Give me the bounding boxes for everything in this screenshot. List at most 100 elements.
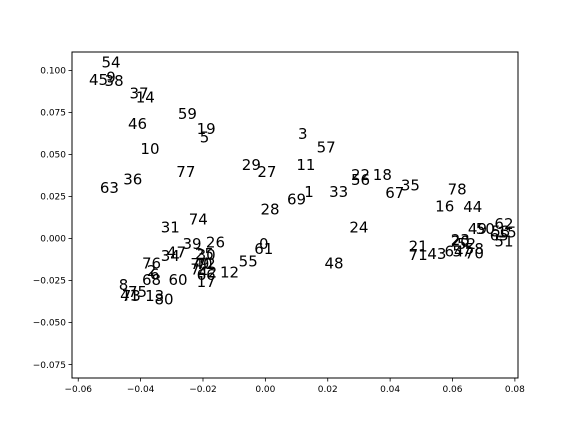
point-label: 36 — [123, 170, 142, 188]
point-label: 77 — [176, 163, 195, 181]
point-label: 0 — [259, 235, 269, 253]
x-tick-label: 0.00 — [255, 385, 275, 395]
point-label: 72 — [197, 255, 216, 273]
point-label: 54 — [101, 54, 120, 72]
point-label: 43 — [427, 245, 446, 263]
point-label: 23 — [451, 231, 470, 249]
point-label: 20 — [451, 233, 470, 251]
point-label: 55 — [239, 253, 258, 271]
point-label: 70 — [465, 244, 484, 262]
point-label: 21 — [409, 238, 428, 256]
point-label: 53 — [491, 222, 510, 240]
y-tick-label: 0.025 — [40, 193, 66, 203]
point-label: 68 — [142, 271, 161, 289]
point-label: 57 — [317, 138, 336, 156]
y-tick-label: −0.050 — [33, 319, 67, 329]
point-label: 65 — [490, 227, 509, 245]
point-label: 13 — [145, 287, 164, 305]
y-tick-label: −0.025 — [33, 277, 66, 287]
point-label: 67 — [385, 184, 404, 202]
plot-frame — [71, 51, 519, 379]
point-label: 78 — [448, 180, 467, 198]
point-label: 22 — [351, 166, 370, 184]
point-label: 25 — [195, 245, 214, 263]
point-label: 57 — [452, 243, 471, 261]
point-label: 79 — [190, 255, 209, 273]
point-label: 11 — [296, 156, 315, 174]
point-label: 74 — [189, 211, 208, 229]
point-label: 48 — [324, 254, 343, 272]
point-label: 73 — [122, 287, 141, 305]
point-label: 12 — [220, 264, 239, 282]
point-label: 16 — [435, 197, 454, 215]
point-label: 56 — [351, 171, 370, 189]
y-tick-label: 0.000 — [40, 235, 66, 245]
point-label: 75 — [128, 283, 147, 301]
point-label: 1 — [304, 183, 314, 201]
point-label: 52 — [457, 235, 476, 253]
point-label: 27 — [257, 163, 276, 181]
point-label: 58 — [465, 240, 484, 258]
point-label: 63 — [100, 179, 119, 197]
point-label: 37 — [130, 85, 149, 103]
point-label: 28 — [261, 201, 280, 219]
point-label: 15 — [498, 223, 517, 241]
point-label: 45 — [89, 71, 108, 89]
point-label: 42 — [198, 264, 217, 282]
point-label: 29 — [242, 156, 261, 174]
point-label: 46 — [128, 115, 147, 133]
x-tick-label: 0.04 — [380, 385, 400, 395]
point-label: 40 — [193, 255, 212, 273]
y-tick-label: 0.100 — [40, 67, 66, 77]
point-label: 47 — [167, 243, 186, 261]
x-tick-label: 0.06 — [442, 385, 462, 395]
point-label: 59 — [178, 105, 197, 123]
point-label: 41 — [120, 286, 139, 304]
point-label: 3 — [298, 125, 308, 143]
x-tick-label: 0.08 — [505, 385, 525, 395]
point-label: 24 — [349, 218, 368, 236]
point-label: 60 — [168, 271, 187, 289]
point-label: 35 — [401, 176, 420, 194]
point-label: 6 — [150, 265, 160, 283]
x-tick-label: −0.06 — [64, 385, 92, 395]
point-label: 14 — [136, 89, 155, 107]
x-tick-label: −0.04 — [127, 385, 155, 395]
point-label: 61 — [254, 240, 273, 258]
point-label: 44 — [463, 198, 482, 216]
point-label: 26 — [206, 233, 225, 251]
point-label: 9 — [106, 69, 116, 87]
y-tick-label: −0.075 — [33, 361, 66, 371]
point-label: 10 — [140, 140, 159, 158]
point-label: 38 — [105, 72, 124, 90]
point-label: 64 — [445, 243, 464, 261]
point-label: 30 — [197, 246, 216, 264]
y-axis: −0.075 −0.050 −0.025 0.000 0.025 0.050 0.075 0.… — [33, 67, 72, 371]
point-label: 18 — [373, 166, 392, 184]
point-label: 19 — [197, 120, 216, 138]
x-axis: −0.06 −0.04 −0.02 0.00 0.02 0.04 0.06 0.08 — [64, 378, 525, 395]
point-label: 31 — [161, 218, 180, 236]
point-label: 7 — [190, 260, 200, 278]
point-label: 51 — [494, 233, 513, 251]
x-tick-label: −0.02 — [189, 385, 217, 395]
point-label: 8 — [119, 276, 129, 294]
point-label: 2 — [147, 262, 157, 280]
y-tick-label: 0.075 — [40, 109, 66, 119]
y-tick-label: 0.050 — [40, 151, 66, 161]
point-label: 34 — [161, 247, 180, 265]
point-label: 33 — [329, 183, 348, 201]
point-label: 71 — [409, 246, 428, 264]
point-label: 5 — [200, 128, 210, 146]
point-label: 80 — [154, 291, 173, 309]
point-label: 62 — [494, 215, 513, 233]
point-label: 17 — [197, 273, 216, 291]
point-label: 49 — [468, 220, 487, 238]
point-label: 69 — [287, 191, 306, 209]
x-tick-label: 0.02 — [318, 385, 338, 395]
point-label: 66 — [197, 266, 216, 284]
point-label: 50 — [476, 220, 495, 238]
point-label: 76 — [142, 254, 161, 272]
